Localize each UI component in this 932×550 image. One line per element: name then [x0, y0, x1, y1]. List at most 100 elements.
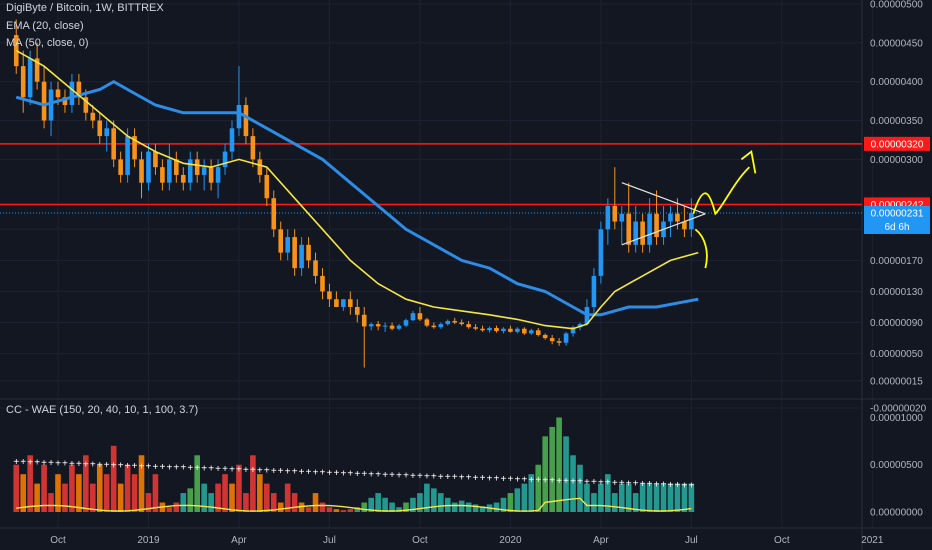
- wae-bar[interactable]: [354, 507, 361, 512]
- ema-legend[interactable]: EMA (20, close): [6, 20, 84, 32]
- wae-bar[interactable]: [90, 483, 96, 512]
- wae-bar[interactable]: [681, 483, 688, 512]
- candle-body[interactable]: [264, 174, 270, 199]
- candle-body[interactable]: [522, 328, 527, 334]
- wae-bar[interactable]: [173, 502, 180, 512]
- candle-body[interactable]: [271, 198, 277, 230]
- candle-body[interactable]: [396, 325, 402, 329]
- wae-bar[interactable]: [431, 488, 437, 512]
- candle-body[interactable]: [473, 327, 478, 329]
- candle-body[interactable]: [222, 151, 228, 168]
- candle-body[interactable]: [605, 205, 611, 230]
- wae-bar[interactable]: [312, 493, 319, 512]
- candle-body[interactable]: [508, 328, 513, 332]
- wae-bar[interactable]: [465, 502, 472, 512]
- wae-bar[interactable]: [660, 483, 667, 512]
- wae-bar[interactable]: [208, 493, 214, 512]
- candle-body[interactable]: [675, 213, 680, 222]
- candle-body[interactable]: [55, 89, 61, 98]
- wae-bar[interactable]: [145, 493, 152, 512]
- candle-body[interactable]: [41, 81, 47, 121]
- candle-body[interactable]: [104, 128, 110, 137]
- wae-bar[interactable]: [591, 493, 597, 512]
- candle-body[interactable]: [410, 313, 416, 321]
- candle-body[interactable]: [313, 260, 318, 276]
- wae-bar[interactable]: [625, 483, 632, 512]
- wae-bar[interactable]: [62, 483, 68, 512]
- wae-bar[interactable]: [389, 502, 395, 512]
- wae-bar[interactable]: [257, 474, 263, 512]
- wae-bar[interactable]: [646, 483, 653, 512]
- wae-bar[interactable]: [131, 474, 138, 512]
- candle-body[interactable]: [556, 341, 562, 343]
- candle-body[interactable]: [83, 97, 89, 113]
- wae-bar[interactable]: [284, 483, 291, 512]
- bullish-arrow[interactable]: [692, 166, 750, 216]
- wae-bar[interactable]: [584, 483, 590, 512]
- wae-bar[interactable]: [605, 474, 611, 512]
- wae-bar[interactable]: [48, 493, 54, 512]
- triangle-lower-trendline[interactable]: [621, 213, 706, 246]
- candle-body[interactable]: [341, 299, 346, 307]
- wae-bar[interactable]: [507, 493, 514, 512]
- candle-body[interactable]: [69, 81, 75, 105]
- candle-body[interactable]: [368, 324, 374, 327]
- candle-body[interactable]: [528, 330, 534, 334]
- candle-body[interactable]: [48, 89, 54, 121]
- candle-body[interactable]: [466, 324, 471, 328]
- wae-bar[interactable]: [361, 502, 368, 512]
- candle-body[interactable]: [292, 237, 297, 269]
- candle-body[interactable]: [403, 320, 409, 326]
- candle-body[interactable]: [97, 120, 103, 137]
- wae-bar[interactable]: [417, 493, 423, 512]
- wae-bar[interactable]: [110, 445, 117, 512]
- wae-bar[interactable]: [472, 504, 479, 512]
- wae-bar[interactable]: [41, 464, 47, 512]
- candle-body[interactable]: [180, 174, 186, 183]
- wae-bar[interactable]: [236, 464, 242, 512]
- wae-bar[interactable]: [229, 483, 235, 512]
- wae-bar[interactable]: [612, 493, 618, 512]
- wae-bar[interactable]: [152, 474, 159, 512]
- candle-body[interactable]: [654, 213, 659, 238]
- candle-body[interactable]: [438, 324, 444, 328]
- candle-body[interactable]: [563, 333, 569, 343]
- time-axis[interactable]: Oct 2019 Apr Jul Oct 2020 Apr Jul Oct 2021: [50, 535, 884, 546]
- candle-body[interactable]: [236, 104, 242, 129]
- candle-body[interactable]: [348, 299, 353, 307]
- candle-body[interactable]: [187, 159, 193, 183]
- wae-bar[interactable]: [410, 497, 416, 512]
- wae-legend[interactable]: CC - WAE (150, 20, 40, 10, 1, 100, 3.7): [6, 404, 199, 416]
- wae-bar[interactable]: [326, 507, 333, 512]
- wae-bar[interactable]: [570, 455, 576, 512]
- wae-bar[interactable]: [215, 483, 221, 512]
- candle-body[interactable]: [250, 136, 256, 160]
- wae-bar[interactable]: [194, 455, 200, 512]
- wae-bar[interactable]: [493, 502, 500, 512]
- wae-bar[interactable]: [653, 483, 660, 512]
- candle-body[interactable]: [542, 334, 548, 339]
- wae-bar[interactable]: [618, 483, 625, 512]
- wae-bar[interactable]: [563, 436, 569, 512]
- wae-bar[interactable]: [403, 502, 409, 512]
- wae-bar[interactable]: [319, 502, 326, 512]
- wae-bar[interactable]: [375, 493, 381, 512]
- candle-body[interactable]: [612, 205, 618, 222]
- wae-bar[interactable]: [250, 455, 256, 512]
- candle-body[interactable]: [76, 81, 82, 98]
- candle-body[interactable]: [229, 128, 235, 152]
- wae-bar[interactable]: [83, 455, 89, 512]
- resistance-price-tag[interactable]: [864, 136, 930, 151]
- wae-bar[interactable]: [333, 509, 340, 512]
- candle-body[interactable]: [320, 275, 325, 292]
- wae-bar[interactable]: [479, 506, 486, 512]
- wae-bar[interactable]: [180, 493, 187, 512]
- candle-body[interactable]: [535, 330, 541, 335]
- bearish-arrow[interactable]: [694, 228, 708, 269]
- candle-body[interactable]: [501, 328, 506, 332]
- candle-body[interactable]: [201, 167, 207, 175]
- wae-bar[interactable]: [34, 483, 40, 512]
- candle-body[interactable]: [361, 314, 367, 327]
- candle-body[interactable]: [515, 328, 520, 332]
